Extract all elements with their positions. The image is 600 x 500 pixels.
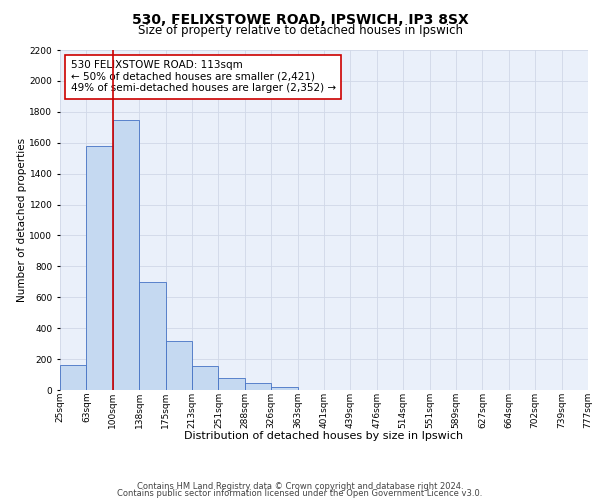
X-axis label: Distribution of detached houses by size in Ipswich: Distribution of detached houses by size … [184, 430, 464, 440]
Bar [60, 366, 86, 390]
Bar [86, 146, 113, 390]
Bar [218, 378, 245, 390]
Text: Contains public sector information licensed under the Open Government Licence v3: Contains public sector information licen… [118, 488, 482, 498]
Bar [245, 383, 271, 390]
Y-axis label: Number of detached properties: Number of detached properties [17, 138, 26, 302]
Bar [113, 120, 139, 390]
Text: 530 FELIXSTOWE ROAD: 113sqm
← 50% of detached houses are smaller (2,421)
49% of : 530 FELIXSTOWE ROAD: 113sqm ← 50% of det… [71, 60, 335, 94]
Text: Size of property relative to detached houses in Ipswich: Size of property relative to detached ho… [137, 24, 463, 37]
Text: Contains HM Land Registry data © Crown copyright and database right 2024.: Contains HM Land Registry data © Crown c… [137, 482, 463, 491]
Bar [192, 366, 218, 390]
Bar [271, 387, 298, 390]
Bar [166, 342, 192, 390]
Text: 530, FELIXSTOWE ROAD, IPSWICH, IP3 8SX: 530, FELIXSTOWE ROAD, IPSWICH, IP3 8SX [131, 12, 469, 26]
Bar [139, 282, 166, 390]
